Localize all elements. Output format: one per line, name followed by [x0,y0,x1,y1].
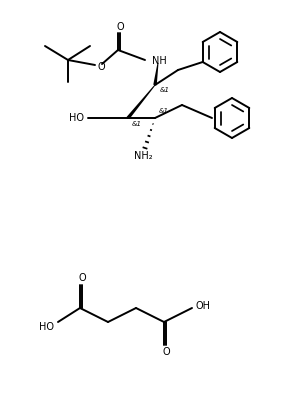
Text: O: O [98,62,106,72]
Text: OH: OH [196,301,211,311]
Text: O: O [116,22,124,32]
Text: O: O [78,273,86,283]
Polygon shape [153,63,158,85]
Text: &1: &1 [132,121,142,127]
Text: NH₂: NH₂ [134,151,152,161]
Text: O: O [162,347,170,357]
Text: HO: HO [69,113,84,123]
Text: &1: &1 [160,87,170,93]
Polygon shape [127,85,155,119]
Text: &1: &1 [159,108,169,114]
Text: NH: NH [152,56,167,66]
Text: HO: HO [39,322,54,332]
